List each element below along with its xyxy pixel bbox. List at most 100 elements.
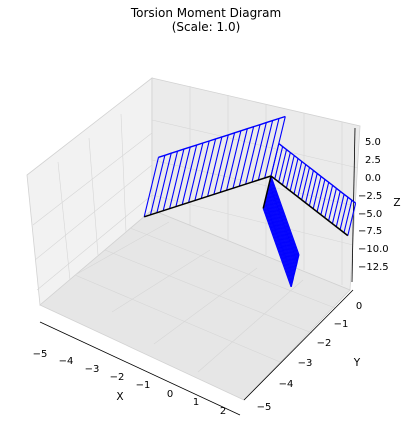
grid-line bbox=[74, 221, 170, 276]
axes-panes bbox=[26, 77, 361, 401]
diagram-ordinate bbox=[347, 203, 357, 236]
diagram-ordinate bbox=[270, 177, 300, 257]
z-tick-label: 2.5 bbox=[365, 155, 381, 166]
diagram-ordinate bbox=[232, 128, 248, 189]
diagram-ordinate bbox=[301, 167, 311, 200]
diagram-ordinate bbox=[335, 194, 345, 227]
z-tick-label: −5.0 bbox=[358, 209, 382, 220]
y-axis-label: Y bbox=[353, 357, 361, 369]
diagram-ordinate bbox=[305, 170, 314, 203]
z-tick-label: −7.5 bbox=[358, 226, 382, 237]
diagram-ordinate bbox=[316, 179, 326, 212]
diagram-ordinate bbox=[270, 143, 280, 177]
diagram-outline bbox=[158, 115, 286, 158]
diagram-ordinate bbox=[263, 206, 293, 286]
diagram-ordinate bbox=[267, 188, 297, 268]
diagram-ordinate bbox=[226, 130, 242, 191]
x-axis-line bbox=[39, 321, 241, 416]
diagram-ordinate bbox=[265, 196, 295, 276]
y-tick-labels: −5 −4 −3 −2 −1 0 bbox=[257, 301, 363, 413]
diagram-ordinate bbox=[267, 187, 297, 266]
diagram-ordinate bbox=[149, 155, 166, 215]
y-tick-label: −4 bbox=[279, 379, 294, 390]
z-tick-label: −10.0 bbox=[358, 244, 389, 255]
grid-line bbox=[32, 132, 153, 226]
diagram-outline bbox=[290, 254, 300, 288]
diagram-ordinate bbox=[188, 142, 204, 203]
plot-area bbox=[143, 115, 357, 288]
diagram-ordinate bbox=[264, 200, 294, 279]
x-tick-label: −5 bbox=[33, 349, 48, 360]
z-axis-label: Z bbox=[393, 197, 400, 209]
diagram-ordinate bbox=[251, 122, 267, 183]
diagram-ordinate bbox=[264, 201, 294, 281]
grid-line bbox=[57, 161, 71, 281]
diagram-ordinate bbox=[257, 120, 274, 181]
structure-member bbox=[270, 175, 349, 237]
grid-line bbox=[36, 194, 153, 291]
diagram-ordinate bbox=[213, 134, 229, 195]
diagram-ordinate bbox=[270, 175, 300, 255]
diagram-ordinate bbox=[308, 173, 318, 206]
y-tick-label: −2 bbox=[317, 338, 332, 349]
diagram-ordinate bbox=[238, 126, 255, 187]
diagram-ordinate bbox=[266, 190, 296, 270]
grid-line bbox=[74, 274, 281, 363]
y-tick-label: −1 bbox=[334, 319, 349, 330]
diagram-ordinate bbox=[263, 203, 293, 283]
y-tick-label: −5 bbox=[257, 402, 272, 413]
grid-line bbox=[104, 249, 313, 334]
diagram-ordinate bbox=[297, 164, 307, 198]
z-tick-label: 5.0 bbox=[365, 137, 381, 148]
grid-line bbox=[129, 227, 336, 309]
diagram-ordinate bbox=[156, 153, 172, 213]
grid-line bbox=[111, 249, 211, 313]
x-tick-label: −2 bbox=[110, 372, 125, 383]
grid-line bbox=[153, 267, 258, 345]
diagram-ordinate bbox=[175, 146, 191, 207]
x-tick-label: 2 bbox=[220, 406, 226, 417]
x-tick-label: −1 bbox=[136, 380, 151, 391]
diagram-ordinate bbox=[328, 188, 337, 221]
diagram-ordinate bbox=[262, 208, 292, 288]
diagram-ordinate bbox=[268, 185, 298, 265]
diagram-ordinate bbox=[343, 200, 353, 233]
grid-line bbox=[88, 137, 99, 256]
structure-member bbox=[262, 175, 272, 209]
diagram-ordinate bbox=[194, 140, 210, 201]
diagram-ordinate bbox=[269, 179, 299, 258]
x-axis-label: X bbox=[116, 391, 123, 403]
diagram-ordinate bbox=[265, 195, 295, 275]
diagram-ordinate bbox=[162, 151, 179, 211]
diagram-ordinate bbox=[169, 148, 185, 209]
z-axis-line bbox=[351, 127, 356, 283]
chart-subtitle: (Scale: 1.0) bbox=[172, 20, 241, 34]
z-tick-label: −12.5 bbox=[358, 262, 389, 273]
x-tick-label: −3 bbox=[85, 364, 100, 375]
y-tick-label: 0 bbox=[356, 301, 362, 312]
diagram-ordinate bbox=[263, 205, 293, 284]
grid-line bbox=[34, 164, 153, 261]
diagram-ordinate bbox=[331, 191, 341, 224]
chart-title: Torsion Moment Diagram bbox=[130, 6, 281, 20]
x-tick-label: 0 bbox=[167, 389, 173, 400]
grid-line bbox=[151, 159, 357, 207]
diagram-ordinate bbox=[181, 144, 198, 205]
diagram-ordinate bbox=[278, 149, 288, 183]
z-tick-label: 0.0 bbox=[365, 173, 381, 184]
diagram-ordinate bbox=[269, 180, 299, 260]
diagram-ordinate bbox=[320, 182, 330, 215]
diagram-ordinate bbox=[324, 185, 334, 218]
diagram-ordinate bbox=[293, 161, 303, 195]
z-tick-label: −2.5 bbox=[358, 191, 382, 202]
diagram-ordinate bbox=[207, 136, 223, 197]
grid-line bbox=[197, 279, 304, 373]
diagram-ordinate bbox=[281, 152, 291, 186]
diagram-ordinate bbox=[274, 146, 284, 180]
diagram-ordinate bbox=[289, 158, 299, 192]
diagram-ordinate bbox=[268, 182, 298, 262]
diagram-ordinate bbox=[266, 193, 296, 273]
diagram-ordinate bbox=[245, 124, 261, 185]
diagram-ordinate bbox=[268, 183, 298, 263]
